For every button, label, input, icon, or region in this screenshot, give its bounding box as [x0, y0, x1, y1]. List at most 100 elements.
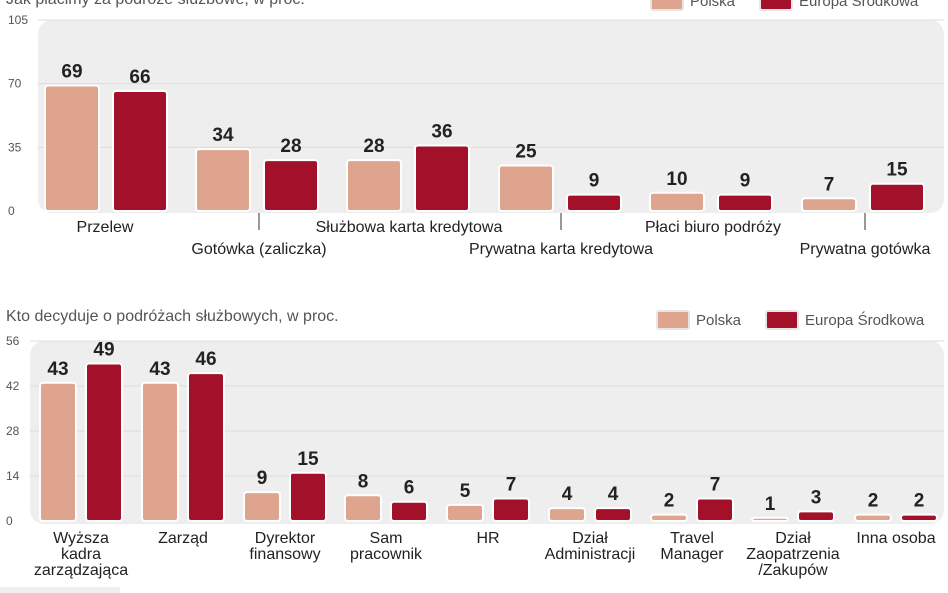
- chart2-y-tick: 28: [6, 424, 20, 438]
- bar-value-label: 25: [515, 142, 537, 163]
- category-label: /Zakupów: [758, 562, 828, 579]
- bar-europa: [414, 144, 470, 212]
- bar-value-label: 28: [280, 136, 301, 157]
- bar-value-label: 69: [61, 61, 82, 82]
- chart2-y-tick: 56: [6, 334, 20, 348]
- category-label: Zarząd: [158, 530, 208, 547]
- bar-europa: [594, 507, 632, 522]
- category-label: pracownik: [350, 546, 423, 563]
- legend-label-polska: Polska: [690, 0, 736, 10]
- bar-europa: [566, 193, 622, 212]
- bar-value-label: 34: [212, 125, 234, 146]
- chart2-plot-area: [30, 341, 944, 524]
- chart1-y-tick: 105: [8, 13, 28, 27]
- bar-value-label: 49: [93, 340, 114, 361]
- category-label: Manager: [660, 546, 724, 563]
- bar-value-label: 9: [257, 468, 268, 489]
- bar-europa: [797, 510, 835, 523]
- category-label: Płaci biuro podróży: [645, 219, 781, 236]
- chart1-title: Jak płacimy za podróże służbowe, w proc.: [6, 0, 305, 9]
- category-label: Dyrektor: [255, 530, 316, 547]
- bar-polska: [44, 84, 100, 212]
- category-label: Przelew: [77, 219, 134, 236]
- chart2-y-tick: 14: [6, 469, 20, 483]
- legend-label-polska: Polska: [696, 311, 742, 329]
- chart1-y-tick: 0: [8, 204, 15, 218]
- bar-polska: [141, 381, 179, 522]
- bar-polska: [344, 494, 382, 522]
- bar-europa: [390, 500, 428, 523]
- bar-value-label: 28: [363, 136, 384, 157]
- bar-europa: [289, 471, 327, 522]
- category-label: Prywatna gotówka: [800, 241, 931, 258]
- bar-europa: [263, 159, 319, 212]
- bar-polska: [243, 491, 281, 523]
- bar-polska: [854, 513, 892, 522]
- legend-label-europa: Europa Środkowa: [805, 311, 925, 329]
- bar-value-label: 15: [886, 160, 908, 181]
- legend-label-europa: Europa Środkowa: [799, 0, 919, 10]
- bar-value-label: 66: [129, 67, 150, 88]
- chart1-y-tick: 70: [8, 77, 22, 91]
- legend-swatch-polska: [650, 0, 684, 11]
- bar-value-label: 46: [195, 349, 216, 370]
- chart1-y-tick: 35: [8, 140, 22, 154]
- bar-europa: [85, 362, 123, 522]
- bar-europa: [900, 513, 938, 522]
- legend-swatch-europa: [759, 0, 794, 11]
- bar-value-label: 7: [710, 475, 721, 496]
- bar-polska: [548, 507, 586, 522]
- bar-value-label: 4: [608, 484, 619, 505]
- bar-value-label: 3: [811, 487, 822, 508]
- bar-value-label: 7: [824, 174, 835, 195]
- bar-europa: [112, 89, 168, 212]
- bar-polska: [346, 159, 402, 212]
- category-label: Dział: [775, 530, 811, 547]
- category-label: Służbowa karta kredytowa: [316, 219, 503, 236]
- bar-value-label: 2: [868, 491, 879, 512]
- category-label: Travel: [670, 530, 714, 547]
- bar-value-label: 4: [562, 484, 573, 505]
- bar-value-label: 43: [47, 359, 68, 380]
- category-label: Administracji: [545, 546, 636, 563]
- bar-value-label: 8: [358, 471, 369, 492]
- bar-value-label: 6: [404, 478, 415, 499]
- bar-polska: [498, 164, 554, 212]
- bar-value-label: 1: [765, 494, 776, 515]
- bar-value-label: 15: [297, 449, 319, 470]
- bar-value-label: 10: [666, 169, 687, 190]
- bar-europa: [492, 497, 530, 522]
- bar-value-label: 43: [149, 359, 170, 380]
- bar-value-label: 36: [431, 122, 452, 143]
- category-label: Zaopatrzenia: [746, 546, 839, 563]
- bar-polska: [195, 148, 251, 212]
- category-label: Gotówka (zaliczka): [191, 241, 326, 258]
- bar-europa: [187, 372, 225, 522]
- category-label: finansowy: [249, 546, 320, 563]
- chart2-y-tick: 42: [6, 379, 20, 393]
- bar-value-label: 5: [460, 481, 471, 502]
- chart1-plot-area: [38, 20, 944, 213]
- bar-polska: [649, 191, 705, 212]
- category-label: Prywatna karta kredytowa: [469, 241, 653, 258]
- bar-polska: [801, 197, 857, 212]
- bar-polska: [650, 513, 688, 522]
- legend-swatch-polska: [656, 310, 690, 330]
- bar-europa: [869, 182, 925, 212]
- source-strip: [0, 587, 120, 593]
- legend-swatch-europa: [765, 310, 800, 330]
- category-label: Sam: [370, 530, 403, 547]
- chart2-y-tick: 0: [6, 514, 13, 528]
- chart1-legend: Polska Europa Środkowa: [650, 0, 918, 11]
- bar-polska: [39, 381, 77, 522]
- bar-value-label: 7: [506, 475, 517, 496]
- category-label: HR: [476, 530, 499, 547]
- category-label: kadra: [61, 546, 101, 563]
- bar-value-label: 2: [914, 491, 925, 512]
- chart2-title: Kto decyduje o podróżach służbowych, w p…: [6, 308, 339, 325]
- category-label: Dział: [572, 530, 608, 547]
- bar-value-label: 9: [589, 171, 600, 192]
- category-label: Wyższa: [53, 530, 109, 547]
- category-label: Inna osoba: [856, 530, 935, 547]
